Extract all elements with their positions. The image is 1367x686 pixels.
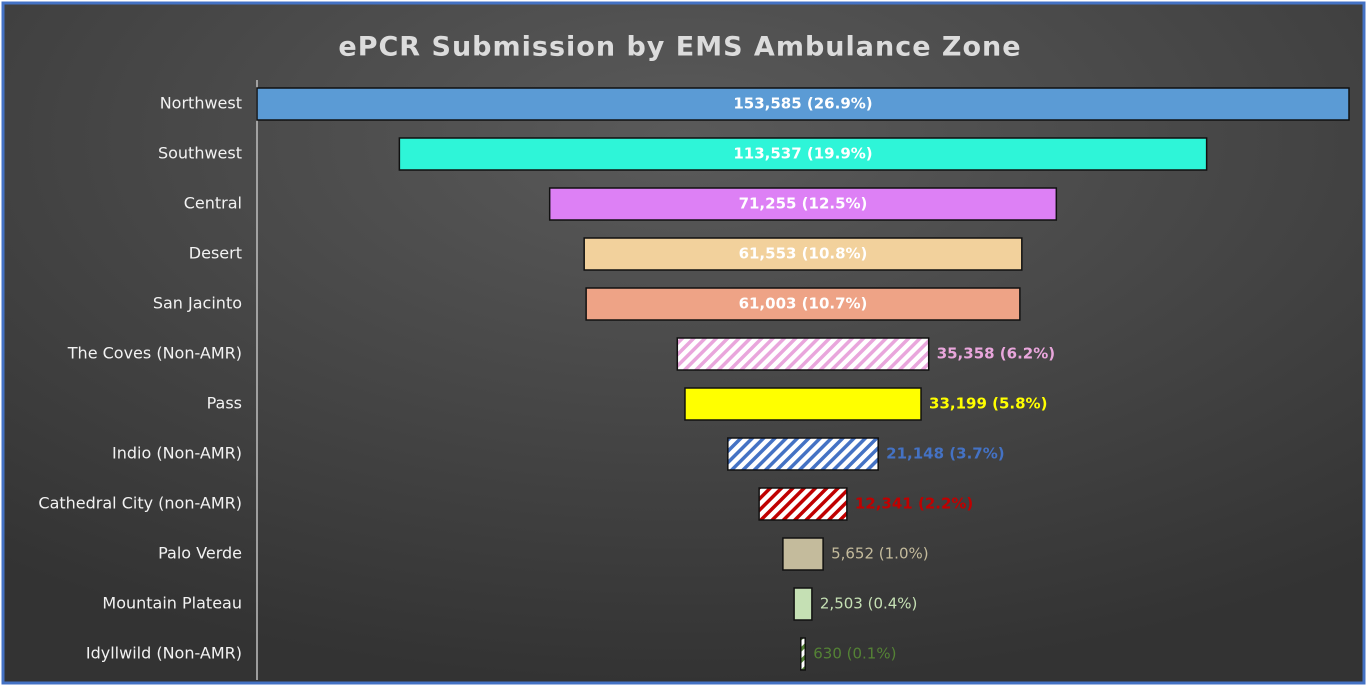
value-label: 2,503 (0.4%) [820, 595, 918, 613]
funnel-bar [684, 387, 922, 421]
value-label: 153,585 (26.9%) [733, 95, 872, 113]
value-label: 5,652 (1.0%) [831, 545, 929, 563]
value-label: 71,255 (12.5%) [739, 195, 868, 213]
value-label: 33,199 (5.8%) [929, 395, 1047, 413]
value-label: 61,553 (10.8%) [739, 245, 868, 263]
funnel-bar [800, 637, 806, 671]
category-label: Palo Verde [158, 544, 242, 563]
category-label: Indio (Non-AMR) [112, 444, 242, 463]
value-label: 61,003 (10.7%) [739, 295, 868, 313]
category-label: Southwest [158, 144, 242, 163]
value-label: 35,358 (6.2%) [937, 345, 1055, 363]
category-label: Pass [207, 394, 242, 413]
funnel-bar [585, 287, 1021, 321]
funnel-bar [583, 237, 1023, 271]
funnel-bar [548, 187, 1058, 221]
funnel-bar [727, 437, 879, 471]
funnel-bar [256, 87, 1350, 121]
chart-title: ePCR Submission by EMS Ambulance Zone [338, 32, 1021, 63]
value-label: 12,341 (2.2%) [855, 495, 973, 513]
value-label: 630 (0.1%) [813, 645, 896, 663]
funnel-bar [758, 487, 848, 521]
funnel-bar [782, 537, 824, 571]
category-label: Desert [189, 244, 242, 263]
category-label: Mountain Plateau [102, 594, 242, 613]
category-label: San Jacinto [153, 294, 242, 313]
funnel-bar [398, 137, 1208, 171]
value-label: 21,148 (3.7%) [886, 445, 1004, 463]
funnel-bar [793, 587, 813, 621]
value-label: 113,537 (19.9%) [733, 145, 872, 163]
category-label: Northwest [160, 94, 242, 113]
category-label: The Coves (Non-AMR) [67, 344, 242, 363]
funnel-bar [676, 337, 930, 371]
category-label: Cathedral City (non-AMR) [38, 494, 242, 513]
category-label: Central [184, 194, 242, 213]
category-label: Idyllwild (Non-AMR) [86, 644, 242, 663]
